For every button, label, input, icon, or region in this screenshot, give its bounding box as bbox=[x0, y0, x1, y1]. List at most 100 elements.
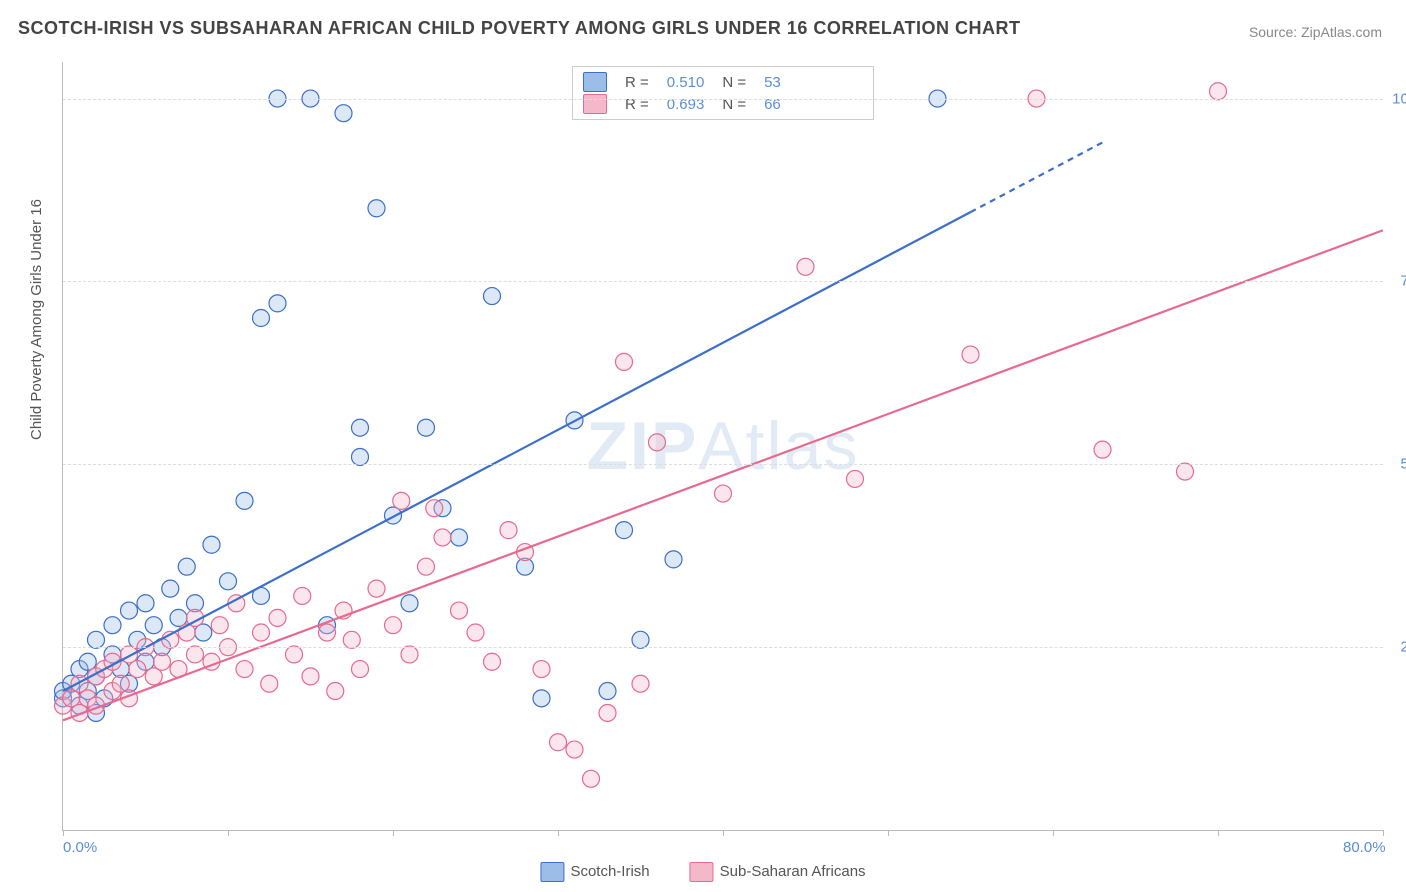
source-attribution: Source: ZipAtlas.com bbox=[1249, 24, 1382, 40]
legend-n-value: 53 bbox=[764, 74, 781, 91]
data-point bbox=[302, 668, 319, 685]
x-tick-label: 80.0% bbox=[1343, 839, 1386, 856]
grid-line-h bbox=[63, 99, 1383, 100]
data-point bbox=[1210, 83, 1227, 100]
legend-row: R =0.510N =53 bbox=[583, 71, 863, 93]
data-point bbox=[335, 105, 352, 122]
data-point bbox=[253, 310, 270, 327]
y-tick-label: 100.0% bbox=[1388, 90, 1406, 107]
data-point bbox=[632, 631, 649, 648]
data-point bbox=[261, 675, 278, 692]
data-point bbox=[665, 551, 682, 568]
data-point bbox=[319, 624, 336, 641]
data-point bbox=[1177, 463, 1194, 480]
data-point bbox=[352, 448, 369, 465]
data-point bbox=[253, 624, 270, 641]
data-point bbox=[418, 419, 435, 436]
data-point bbox=[401, 595, 418, 612]
data-point bbox=[962, 346, 979, 363]
legend-row: R =0.693N =66 bbox=[583, 93, 863, 115]
data-point bbox=[104, 617, 121, 634]
data-point bbox=[269, 609, 286, 626]
legend-series-name: Sub-Saharan Africans bbox=[720, 863, 866, 880]
data-point bbox=[203, 536, 220, 553]
legend-r-value: 0.510 bbox=[667, 74, 705, 91]
data-point bbox=[715, 485, 732, 502]
data-point bbox=[178, 558, 195, 575]
data-point bbox=[220, 573, 237, 590]
data-point bbox=[500, 522, 517, 539]
data-point bbox=[599, 704, 616, 721]
data-point bbox=[616, 353, 633, 370]
data-point bbox=[484, 653, 501, 670]
data-point bbox=[236, 661, 253, 678]
data-point bbox=[137, 595, 154, 612]
grid-line-h bbox=[63, 281, 1383, 282]
data-point bbox=[566, 741, 583, 758]
legend-series-item: Sub-Saharan Africans bbox=[690, 862, 866, 882]
legend-swatch bbox=[583, 94, 607, 114]
series-legend: Scotch-Irish Sub-Saharan Africans bbox=[534, 860, 871, 884]
data-point bbox=[236, 492, 253, 509]
data-point bbox=[797, 258, 814, 275]
data-point bbox=[583, 770, 600, 787]
data-point bbox=[294, 587, 311, 604]
x-tick bbox=[1053, 830, 1054, 836]
data-point bbox=[343, 631, 360, 648]
chart-plot-area: ZIPAtlas R =0.510N =53R =0.693N =66 25.0… bbox=[62, 62, 1383, 831]
scatter-plot-svg bbox=[63, 62, 1383, 830]
data-point bbox=[393, 492, 410, 509]
data-point bbox=[649, 434, 666, 451]
data-point bbox=[145, 617, 162, 634]
grid-line-h bbox=[63, 464, 1383, 465]
data-point bbox=[418, 558, 435, 575]
data-point bbox=[88, 631, 105, 648]
x-tick bbox=[888, 830, 889, 836]
x-tick-label: 0.0% bbox=[63, 839, 97, 856]
data-point bbox=[616, 522, 633, 539]
legend-swatch bbox=[690, 862, 714, 882]
data-point bbox=[599, 683, 616, 700]
data-point bbox=[632, 675, 649, 692]
x-tick bbox=[723, 830, 724, 836]
x-tick bbox=[393, 830, 394, 836]
data-point bbox=[269, 295, 286, 312]
source-link[interactable]: ZipAtlas.com bbox=[1301, 24, 1382, 40]
x-tick bbox=[63, 830, 64, 836]
data-point bbox=[286, 646, 303, 663]
data-point bbox=[401, 646, 418, 663]
data-point bbox=[467, 624, 484, 641]
y-tick-label: 50.0% bbox=[1388, 456, 1406, 473]
chart-title: SCOTCH-IRISH VS SUBSAHARAN AFRICAN CHILD… bbox=[18, 18, 1021, 39]
legend-n-label: N = bbox=[722, 74, 746, 91]
data-point bbox=[211, 617, 228, 634]
y-tick-label: 75.0% bbox=[1388, 273, 1406, 290]
data-point bbox=[129, 661, 146, 678]
legend-swatch bbox=[540, 862, 564, 882]
data-point bbox=[385, 617, 402, 634]
data-point bbox=[550, 734, 567, 751]
data-point bbox=[368, 200, 385, 217]
data-point bbox=[426, 500, 443, 517]
data-point bbox=[121, 602, 138, 619]
y-tick-label: 25.0% bbox=[1388, 639, 1406, 656]
source-prefix: Source: bbox=[1249, 24, 1301, 40]
data-point bbox=[533, 690, 550, 707]
x-tick bbox=[1383, 830, 1384, 836]
data-point bbox=[352, 419, 369, 436]
data-point bbox=[484, 288, 501, 305]
data-point bbox=[327, 683, 344, 700]
x-tick bbox=[1218, 830, 1219, 836]
x-tick bbox=[228, 830, 229, 836]
data-point bbox=[154, 653, 171, 670]
data-point bbox=[1094, 441, 1111, 458]
data-point bbox=[451, 602, 468, 619]
legend-series-item: Scotch-Irish bbox=[540, 862, 649, 882]
legend-series-name: Scotch-Irish bbox=[570, 863, 649, 880]
data-point bbox=[434, 529, 451, 546]
data-point bbox=[162, 580, 179, 597]
data-point bbox=[847, 470, 864, 487]
x-tick bbox=[558, 830, 559, 836]
legend-swatch bbox=[583, 72, 607, 92]
data-point bbox=[533, 661, 550, 678]
